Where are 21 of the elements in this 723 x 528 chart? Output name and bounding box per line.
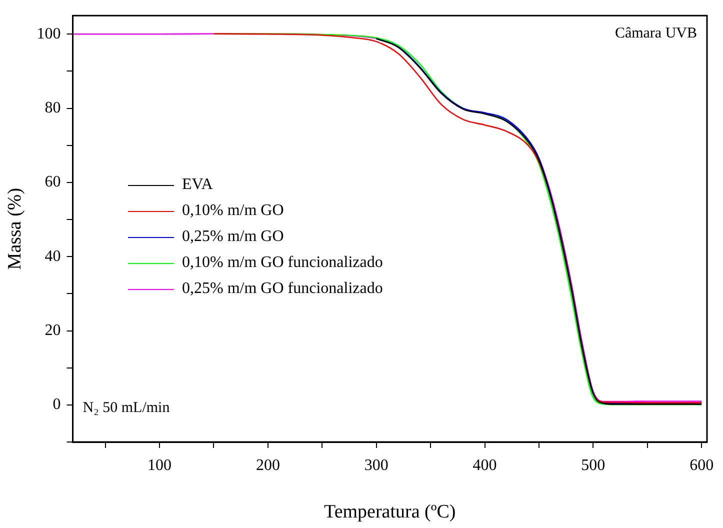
y-tick-label: 40	[44, 248, 61, 265]
y-tick-label: 80	[44, 100, 61, 116]
y-tick-label: 0	[52, 396, 61, 414]
annotation: Câmara UVB	[614, 26, 697, 42]
y-axis-title: Massa (%)	[4, 188, 26, 270]
y-tick-label: 100	[36, 25, 61, 42]
legend-label: EVA	[182, 176, 213, 194]
x-axis-title: Temperatura (ºC)	[324, 502, 456, 523]
legend-label: 0,25% m/m GO	[182, 228, 284, 246]
x-tick-label: 500	[581, 456, 606, 474]
legend-label: 0,10% m/m GO funcionalizado	[182, 254, 383, 272]
y-tick-label: 60	[44, 174, 61, 191]
annotation: N₂ 50 mL/min	[82, 400, 170, 416]
y-tick-label: 20	[44, 322, 61, 339]
x-tick-label: 600	[690, 456, 714, 474]
legend-label: 0,10% m/m GO	[182, 202, 284, 220]
x-tick-label: 300	[364, 456, 388, 474]
legend-label: 0,25% m/m GO funcionalizado	[182, 280, 383, 298]
x-tick-label: 100	[148, 456, 172, 474]
x-tick-label: 400	[472, 456, 497, 474]
x-tick-label: 200	[256, 456, 280, 474]
